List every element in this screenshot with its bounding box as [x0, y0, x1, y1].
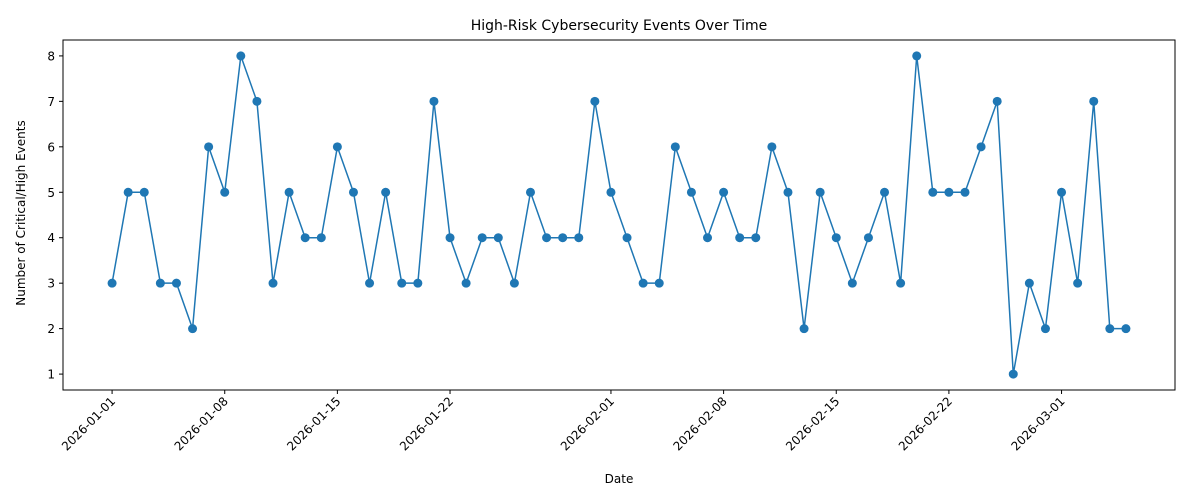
data-point: [139, 187, 149, 197]
y-tick-label: 4: [47, 231, 55, 245]
data-point: [493, 233, 503, 243]
data-point: [558, 233, 568, 243]
data-point: [365, 278, 375, 288]
data-point: [1024, 278, 1034, 288]
data-point: [831, 233, 841, 243]
data-point: [316, 233, 326, 243]
data-point: [461, 278, 471, 288]
data-point: [590, 96, 600, 106]
data-point: [252, 96, 262, 106]
data-point: [574, 233, 584, 243]
chart-title: High-Risk Cybersecurity Events Over Time: [471, 18, 768, 34]
data-point: [703, 233, 713, 243]
data-point: [944, 187, 954, 197]
data-point: [670, 142, 680, 152]
data-point: [348, 187, 358, 197]
data-point: [525, 187, 535, 197]
data-point: [896, 278, 906, 288]
data-point: [880, 187, 890, 197]
data-point: [622, 233, 632, 243]
data-point: [783, 187, 793, 197]
data-point: [847, 278, 857, 288]
y-tick-label: 6: [47, 140, 55, 154]
y-axis-label: Number of Critical/High Events: [14, 120, 28, 305]
data-point: [735, 233, 745, 243]
data-point: [155, 278, 165, 288]
data-point: [719, 187, 729, 197]
data-point: [236, 51, 246, 61]
data-point: [1089, 96, 1099, 106]
data-point: [477, 233, 487, 243]
data-point: [220, 187, 230, 197]
data-point: [429, 96, 439, 106]
data-point: [1057, 187, 1067, 197]
x-axis-label: Date: [605, 472, 634, 486]
y-tick-label: 7: [47, 95, 55, 109]
data-point: [654, 278, 664, 288]
data-point: [381, 187, 391, 197]
data-point: [171, 278, 181, 288]
data-point: [188, 324, 198, 334]
y-tick-label: 8: [47, 49, 55, 63]
data-point: [204, 142, 214, 152]
data-point: [397, 278, 407, 288]
y-tick-label: 5: [47, 186, 55, 200]
data-point: [509, 278, 519, 288]
data-point: [686, 187, 696, 197]
data-point: [1040, 324, 1050, 334]
data-point: [268, 278, 278, 288]
data-point: [1105, 324, 1115, 334]
data-point: [1121, 324, 1131, 334]
data-point: [300, 233, 310, 243]
data-point: [992, 96, 1002, 106]
data-point: [863, 233, 873, 243]
y-tick-label: 1: [47, 368, 55, 382]
data-point: [606, 187, 616, 197]
data-point: [815, 187, 825, 197]
data-point: [799, 324, 809, 334]
data-point: [445, 233, 455, 243]
data-point: [928, 187, 938, 197]
data-point: [542, 233, 552, 243]
data-point: [413, 278, 423, 288]
data-point: [767, 142, 777, 152]
data-point: [638, 278, 648, 288]
data-point: [1073, 278, 1083, 288]
data-point: [332, 142, 342, 152]
series-line: [111, 55, 1126, 375]
data-point: [1008, 369, 1018, 379]
data-point: [284, 187, 294, 197]
data-point: [960, 187, 970, 197]
y-tick-label: 3: [47, 277, 55, 291]
data-point: [107, 278, 117, 288]
data-point: [912, 51, 922, 61]
axes-frame: [62, 39, 1176, 391]
data-point: [751, 233, 761, 243]
y-tick-label: 2: [47, 322, 55, 336]
data-point: [976, 142, 986, 152]
data-point: [123, 187, 133, 197]
